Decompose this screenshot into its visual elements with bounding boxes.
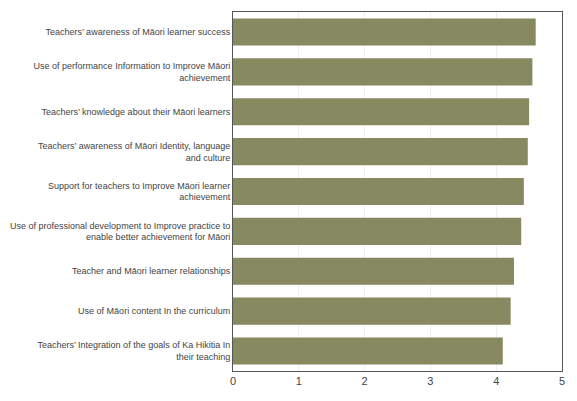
svg-text:5: 5	[559, 375, 565, 387]
svg-text:0: 0	[230, 375, 236, 387]
svg-text:Use of professional developmen: Use of professional development to Impro…	[10, 221, 230, 243]
svg-text:2: 2	[362, 375, 368, 387]
svg-text:Teachers’ awareness of Māori l: Teachers’ awareness of Māori learner suc…	[45, 27, 230, 37]
svg-text:3: 3	[427, 375, 433, 387]
svg-text:Teachers’ knowledge about thei: Teachers’ knowledge about their Māori le…	[41, 107, 230, 117]
svg-text:Use of Māori content In the cu: Use of Māori content In the curriculum	[78, 306, 230, 316]
svg-text:Teacher and Māori learner rela: Teacher and Māori learner relationships	[72, 266, 231, 276]
svg-text:4: 4	[493, 375, 499, 387]
svg-text:Use of performance Information: Use of performance Information to Improv…	[34, 61, 231, 83]
svg-text:Teachers’ awareness of Māori I: Teachers’ awareness of Māori Identity, l…	[38, 141, 230, 163]
svg-text:Teachers’ Integration of the g: Teachers’ Integration of the goals of Ka…	[37, 340, 230, 362]
svg-text:Support for teachers to Improv: Support for teachers to Improve Māori le…	[48, 181, 231, 203]
svg-text:1: 1	[296, 375, 302, 387]
